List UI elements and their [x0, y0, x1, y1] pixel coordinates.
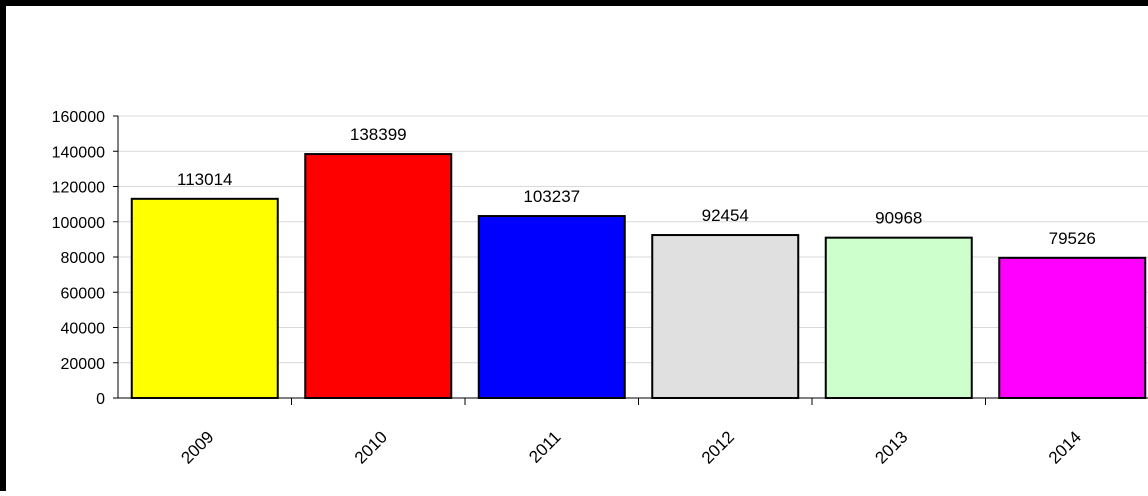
data-label: 113014	[177, 170, 232, 189]
y-tick-label: 40000	[61, 321, 106, 338]
y-tick-label: 140000	[52, 144, 105, 161]
bar-2013	[824, 236, 973, 399]
bar-2010	[304, 153, 453, 399]
data-label: 138399	[350, 125, 407, 144]
y-tick-label: 20000	[61, 356, 106, 373]
bar-2009	[130, 197, 279, 399]
data-label: 92454	[702, 206, 749, 225]
y-tick-label: 120000	[52, 180, 105, 197]
y-tick-label: 160000	[52, 109, 105, 126]
data-label: 79526	[1049, 229, 1096, 248]
data-label: 90968	[875, 209, 922, 228]
y-tick-label: 100000	[52, 215, 105, 232]
bar-2012	[651, 234, 800, 399]
bar-2014	[998, 256, 1147, 399]
y-tick-label: 80000	[61, 250, 106, 267]
bar-2011	[477, 215, 626, 399]
data-label: 103237	[523, 187, 580, 206]
y-tick-label: 0	[96, 391, 105, 408]
gridlines	[118, 115, 1148, 364]
bars	[130, 153, 1147, 399]
y-tick-label: 60000	[61, 285, 106, 302]
axes	[113, 115, 1148, 405]
labels: 0 20000 40000 60000 80000 100000 120000 140000 1…	[52, 109, 1096, 468]
